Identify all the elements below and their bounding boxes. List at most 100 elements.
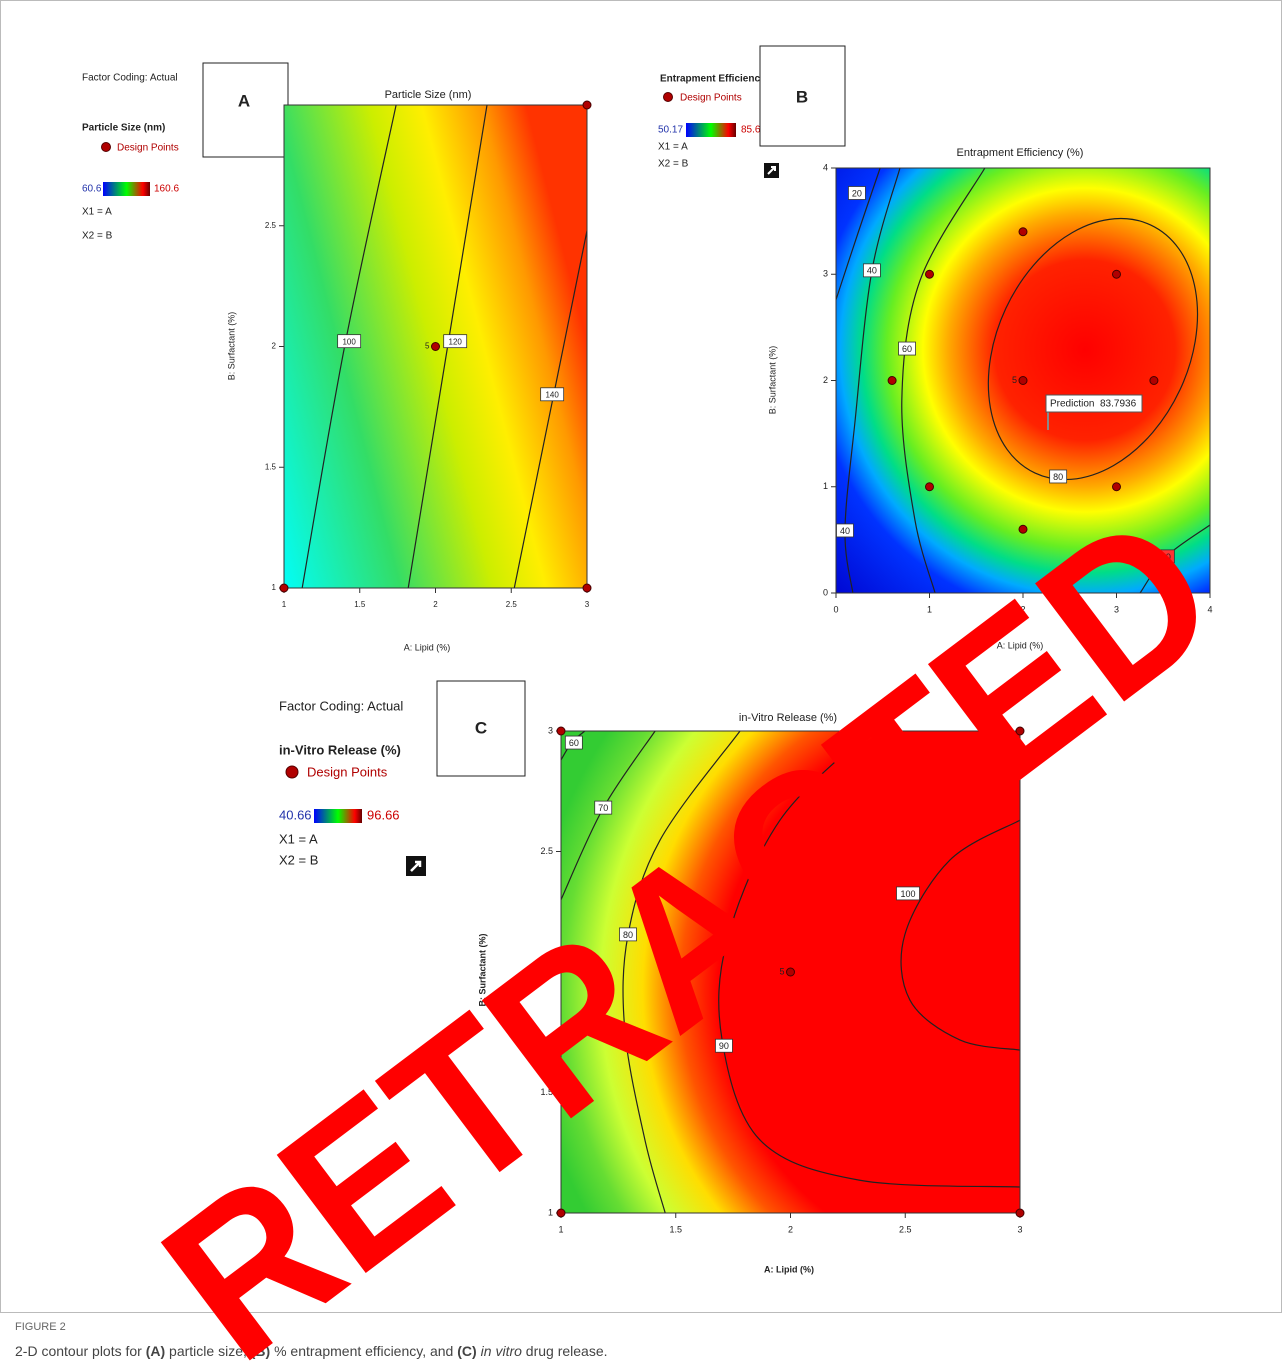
colorbar	[103, 182, 150, 196]
colorbar	[686, 123, 736, 137]
point-label: 5	[1012, 375, 1017, 385]
contour-label-box	[619, 927, 637, 942]
y-tick-label: 3	[548, 725, 553, 735]
x-tick-label: 2	[433, 600, 438, 609]
legend-x2: X2 = B	[658, 159, 689, 170]
caption-part: (B)	[251, 1343, 270, 1359]
legend-max: 85.62	[741, 125, 766, 136]
contour-line	[622, 731, 741, 1213]
design-point	[887, 376, 897, 385]
contour-label-box	[898, 341, 916, 356]
caption-part: 2-D contour plots for	[15, 1343, 146, 1359]
y-tick-label: 2	[548, 966, 553, 976]
legend-x2: X2 = B	[82, 231, 113, 242]
legend-marker	[663, 92, 673, 102]
prediction-label: Prediction	[1050, 399, 1094, 410]
contour-line	[900, 819, 1020, 1051]
contour-label: 100	[342, 337, 356, 346]
x-tick-label: 0	[833, 604, 838, 614]
design-point	[1112, 482, 1121, 492]
legend-response: Particle Size (nm)	[82, 123, 165, 134]
legend-x2: X2 = B	[279, 852, 318, 867]
x-tick-label: 1	[282, 600, 287, 609]
contour-label-box	[848, 186, 866, 200]
contour-label-box	[337, 334, 362, 349]
design-point	[556, 1208, 566, 1218]
legend-min: 50.17	[658, 125, 683, 136]
design-point	[1018, 376, 1028, 385]
design-point	[1149, 376, 1159, 385]
contour-label-box	[594, 800, 613, 815]
legend-points: Design Points	[680, 93, 742, 104]
export-icon	[406, 856, 426, 876]
panel-box	[759, 45, 846, 147]
design-point	[279, 583, 289, 593]
contour-label: 120	[449, 337, 463, 346]
legend-points: Design Points	[117, 143, 179, 154]
contour-label-box	[1049, 469, 1068, 484]
legend-coding: Factor Coding: Actual	[279, 698, 403, 713]
contour-label-box	[863, 263, 881, 278]
contour-label-box	[443, 334, 468, 349]
panel-label: A	[238, 91, 250, 110]
x-axis-label: A: Lipid (%)	[997, 640, 1044, 650]
x-tick-label: 2.5	[899, 1224, 912, 1234]
prediction-flag: Prediction 83.7936	[1045, 394, 1143, 430]
legend-marker	[101, 142, 111, 152]
design-point	[431, 342, 440, 351]
point-label: 5	[779, 966, 784, 976]
legend-x1: X1 = A	[658, 142, 688, 153]
contour-label: 80	[1053, 472, 1063, 482]
contour-label-box	[1156, 549, 1175, 564]
contour-label: 90	[719, 1041, 729, 1051]
point-label: 5	[425, 342, 430, 351]
contour-plot: 60 70 80 90 100 1 1.5 2 2.5 3 1 1.5 2 2.5 3 5	[540, 725, 1025, 1234]
y-tick-label: 1	[548, 1207, 553, 1217]
design-point	[925, 482, 934, 492]
x-tick-label: 1.5	[669, 1224, 682, 1234]
x-tick-label: 3	[1017, 1224, 1022, 1234]
legend-coding: Factor Coding: Actual	[82, 73, 178, 84]
y-tick-label: 2	[823, 375, 828, 385]
panel-box	[202, 62, 289, 158]
contour-label: 100	[900, 889, 915, 899]
contour-label: 20	[852, 188, 862, 198]
y-tick-label: 2.5	[540, 846, 553, 856]
contour-label-box	[564, 735, 583, 750]
y-axis-label: B: Surfactant (%)	[477, 933, 487, 1006]
design-point	[1015, 1208, 1025, 1218]
x-tick-label: 2	[788, 1224, 793, 1234]
contour-label: 80	[623, 930, 633, 940]
caption-part: (A)	[146, 1343, 165, 1359]
legend-max: 96.66	[367, 807, 400, 822]
panel-label: C	[475, 718, 487, 737]
design-point	[582, 583, 592, 593]
y-tick-label: 0	[823, 587, 828, 597]
x-tick-label: 2	[1020, 604, 1025, 614]
design-point	[1018, 227, 1028, 237]
x-axis-label: A: Lipid (%)	[404, 642, 451, 652]
y-tick-label: 2	[272, 342, 277, 351]
legend-x1: X1 = A	[279, 831, 318, 846]
y-tick-label: 1	[823, 481, 828, 491]
panel-label: B	[796, 87, 808, 106]
watermark: RETRACTED	[122, 467, 1257, 1372]
caption-part: drug release.	[522, 1343, 608, 1359]
x-tick-label: 1	[558, 1224, 563, 1234]
design-point	[1018, 524, 1028, 534]
caption-part: (C)	[457, 1343, 476, 1359]
caption-part: particle size,	[165, 1343, 251, 1359]
design-point	[925, 269, 934, 279]
caption-label: FIGURE 2	[15, 1321, 66, 1333]
x-tick-label: 2.5	[506, 600, 518, 609]
legend-response: Entrapment Efficiency	[660, 74, 766, 85]
y-axis-label: B: Surfactant (%)	[226, 312, 236, 381]
x-tick-label: 3	[585, 600, 590, 609]
y-tick-label: 3	[823, 269, 828, 279]
design-point	[556, 726, 566, 736]
legend-points: Design Points	[307, 764, 388, 779]
contour-label: 60	[569, 738, 579, 748]
contour-label-box	[540, 387, 565, 402]
